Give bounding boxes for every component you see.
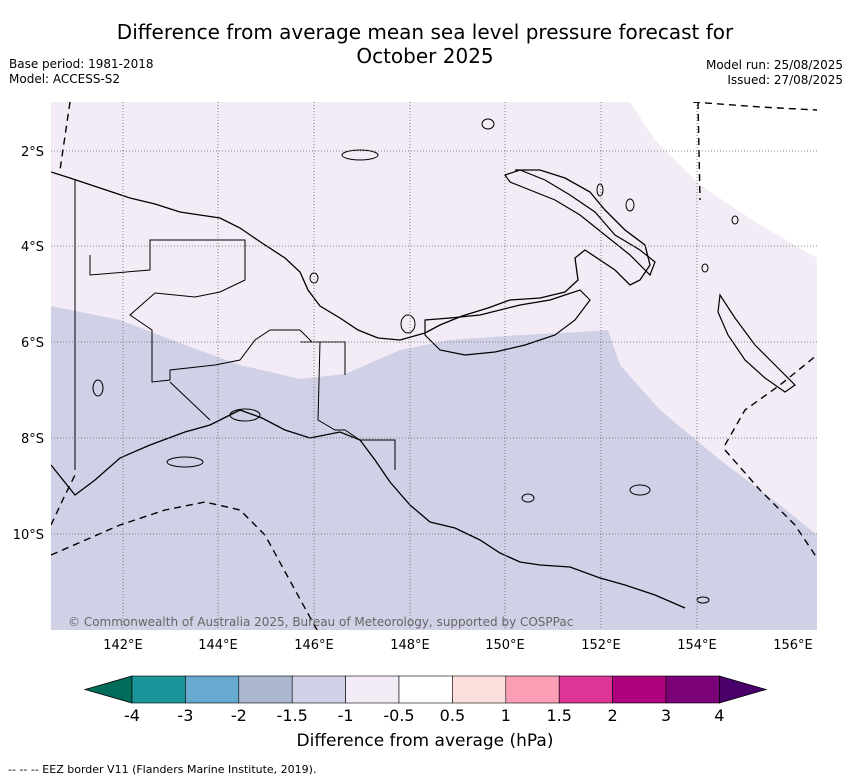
lat-label: 2°S [21, 145, 44, 160]
lat-label: 10°S [13, 528, 44, 543]
lon-labels: 142°E 144°E 146°E 148°E 150°E 152°E 154°… [103, 638, 813, 653]
base-period: Base period: 1981-2018 [9, 57, 154, 71]
lat-label: 8°S [21, 432, 44, 447]
colorbar-tick-label: -4 [124, 706, 140, 725]
title-line-2: October 2025 [356, 44, 494, 68]
colorbar-tick-label: 1 [501, 706, 511, 725]
colorbar-swatch [505, 675, 560, 704]
lon-label: 152°E [581, 638, 621, 653]
colorbar-swatch [131, 675, 186, 704]
colorbar-swatch [452, 675, 507, 704]
lat-label: 4°S [21, 240, 44, 255]
colorbar-tick-label: 4 [714, 706, 724, 725]
colorbar-under-arrow [83, 675, 133, 704]
coastline-mainland [51, 169, 651, 341]
colorbar-tick-label: -0.5 [383, 706, 414, 725]
colorbar-swatch [558, 675, 613, 704]
map-title: Difference from average mean sea level p… [0, 20, 850, 68]
colorbar-tick-label: -2 [231, 706, 247, 725]
colorbar-swatch [291, 675, 346, 704]
colorbar-tick-label: -1.5 [277, 706, 308, 725]
colorbar-swatch [612, 675, 667, 704]
issued-date: Issued: 27/08/2025 [727, 73, 843, 87]
lon-label: 148°E [390, 638, 430, 653]
meta-left: Base period: 1981-2018 Model: ACCESS-S2 [9, 57, 154, 87]
colorbar-tick-label: 2 [608, 706, 618, 725]
lon-label: 144°E [198, 638, 238, 653]
lon-label: 142°E [103, 638, 143, 653]
coastline-new-britain [424, 289, 591, 356]
title-line-1: Difference from average mean sea level p… [116, 20, 734, 44]
colorbar-swatch [345, 675, 400, 704]
coastline-bougainville [717, 293, 796, 393]
colorbar-title: Difference from average (hPa) [296, 731, 554, 751]
colorbar-tick-label: 0.5 [440, 706, 465, 725]
colorbar-tick-label: -3 [177, 706, 193, 725]
lon-label: 146°E [294, 638, 334, 653]
lon-label: 156°E [773, 638, 813, 653]
meta-right: Model run: 25/08/2025 Issued: 27/08/2025 [706, 58, 843, 88]
colorbar-tick-label: 1.5 [546, 706, 571, 725]
colorbar-swatch [238, 675, 293, 704]
model-run: Model run: 25/08/2025 [705, 58, 843, 72]
lat-label: 6°S [21, 336, 44, 351]
lon-label: 150°E [485, 638, 525, 653]
colorbar-tick-label: 3 [661, 706, 671, 725]
lat-labels: 2°S 4°S 6°S 8°S 10°S [13, 145, 44, 543]
colorbar-swatch [185, 675, 240, 704]
lon-label: 154°E [677, 638, 717, 653]
colorbar-swatch [665, 675, 720, 704]
map-area: © Commonwealth of Australia 2025, Bureau… [51, 102, 817, 630]
colorbar-swatch [398, 675, 453, 704]
eez-legend: -- -- -- EEZ border V11 (Flanders Marine… [8, 763, 317, 776]
model-name: Model: ACCESS-S2 [9, 72, 121, 86]
coastline-south [51, 409, 686, 609]
colorbar: -4 -3 -2 -1.5 -1 -0.5 0.5 1 1.5 2 3 4 [83, 675, 768, 725]
coastline-new-ireland [504, 169, 656, 277]
graticule [51, 102, 817, 630]
anomaly-region-dark [51, 306, 817, 630]
white-corner [630, 102, 817, 258]
colorbar-over-arrow [719, 675, 768, 704]
colorbar-tick-label: -1 [338, 706, 354, 725]
copyright-text: © Commonwealth of Australia 2025, Bureau… [68, 615, 573, 629]
